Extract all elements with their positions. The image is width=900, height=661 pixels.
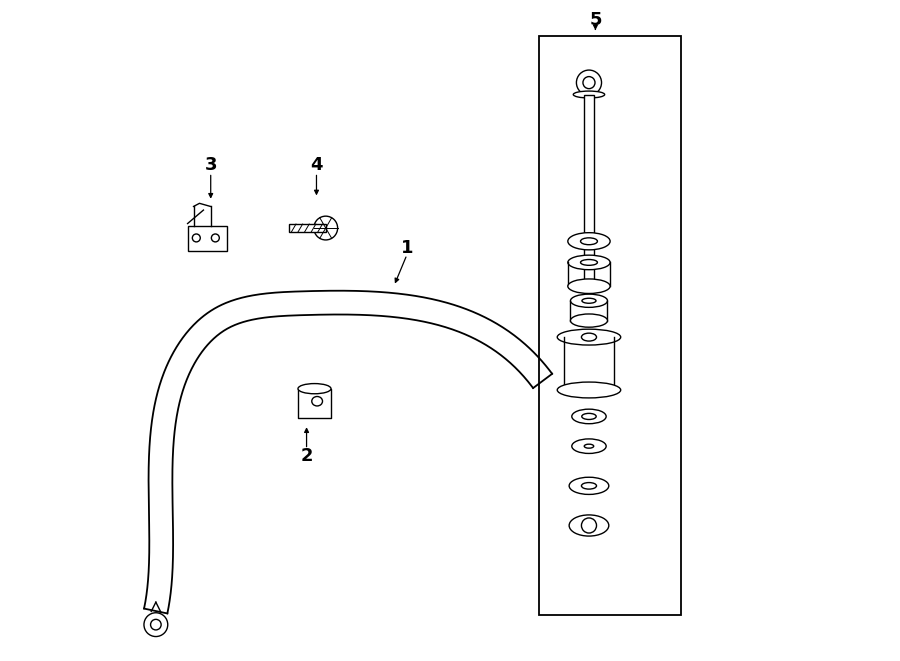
Text: 5: 5 — [590, 11, 602, 29]
Ellipse shape — [580, 238, 598, 245]
Ellipse shape — [573, 91, 605, 98]
Ellipse shape — [584, 444, 594, 448]
Circle shape — [583, 77, 595, 89]
Ellipse shape — [572, 439, 607, 453]
Text: 4: 4 — [310, 156, 323, 175]
Ellipse shape — [557, 329, 621, 345]
Ellipse shape — [568, 279, 610, 293]
Ellipse shape — [581, 413, 596, 420]
Bar — [539, 36, 681, 615]
Circle shape — [314, 216, 338, 240]
Ellipse shape — [572, 409, 607, 424]
Ellipse shape — [571, 294, 608, 307]
Ellipse shape — [571, 314, 608, 327]
Circle shape — [581, 518, 597, 533]
Bar — [298, 389, 331, 418]
Ellipse shape — [569, 477, 608, 494]
Ellipse shape — [581, 483, 597, 489]
Ellipse shape — [569, 515, 608, 536]
Circle shape — [193, 234, 201, 242]
Ellipse shape — [581, 333, 597, 341]
Text: 3: 3 — [204, 156, 217, 175]
Ellipse shape — [298, 383, 331, 394]
Text: 1: 1 — [400, 239, 413, 257]
Ellipse shape — [557, 382, 621, 398]
Ellipse shape — [311, 397, 322, 406]
Circle shape — [212, 234, 220, 242]
Text: 2: 2 — [301, 447, 313, 465]
Circle shape — [576, 70, 601, 95]
Ellipse shape — [568, 233, 610, 250]
Bar — [584, 95, 594, 290]
Circle shape — [150, 619, 161, 630]
Ellipse shape — [580, 260, 598, 265]
Ellipse shape — [582, 298, 596, 303]
Circle shape — [144, 613, 167, 637]
Bar — [187, 226, 227, 251]
Bar — [290, 224, 326, 232]
Ellipse shape — [568, 255, 610, 270]
